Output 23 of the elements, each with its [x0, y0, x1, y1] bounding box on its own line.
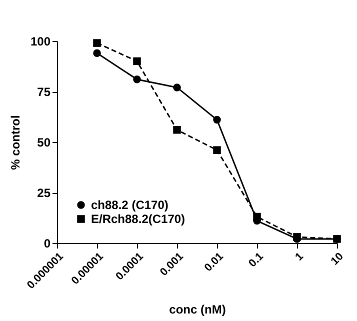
y-axis-title: % control	[8, 115, 22, 170]
legend-label: E/Rch88.2(C170)	[91, 212, 186, 226]
y-tick-label: 100	[30, 34, 51, 48]
x-tick-label: 1	[293, 250, 306, 264]
x-tick-label: 10	[328, 250, 346, 268]
y-tick-label: 75	[37, 85, 51, 99]
point	[173, 84, 181, 92]
y-tick-label: 50	[37, 136, 51, 150]
point	[173, 126, 181, 134]
legend-label: ch88.2 (C170)	[91, 198, 168, 212]
x-axis-title: conc (nM)	[169, 302, 226, 317]
x-tick-label: 0.1	[246, 250, 266, 270]
y-tick-label: 0	[44, 236, 51, 250]
point	[213, 146, 221, 154]
point	[133, 57, 141, 66]
point	[93, 39, 101, 47]
point	[133, 76, 141, 84]
point	[93, 49, 101, 57]
point	[213, 116, 221, 124]
point	[333, 235, 341, 243]
point	[253, 212, 261, 221]
x-tick-label: 0.01	[202, 250, 226, 274]
y-tick-label: 25	[37, 186, 51, 200]
